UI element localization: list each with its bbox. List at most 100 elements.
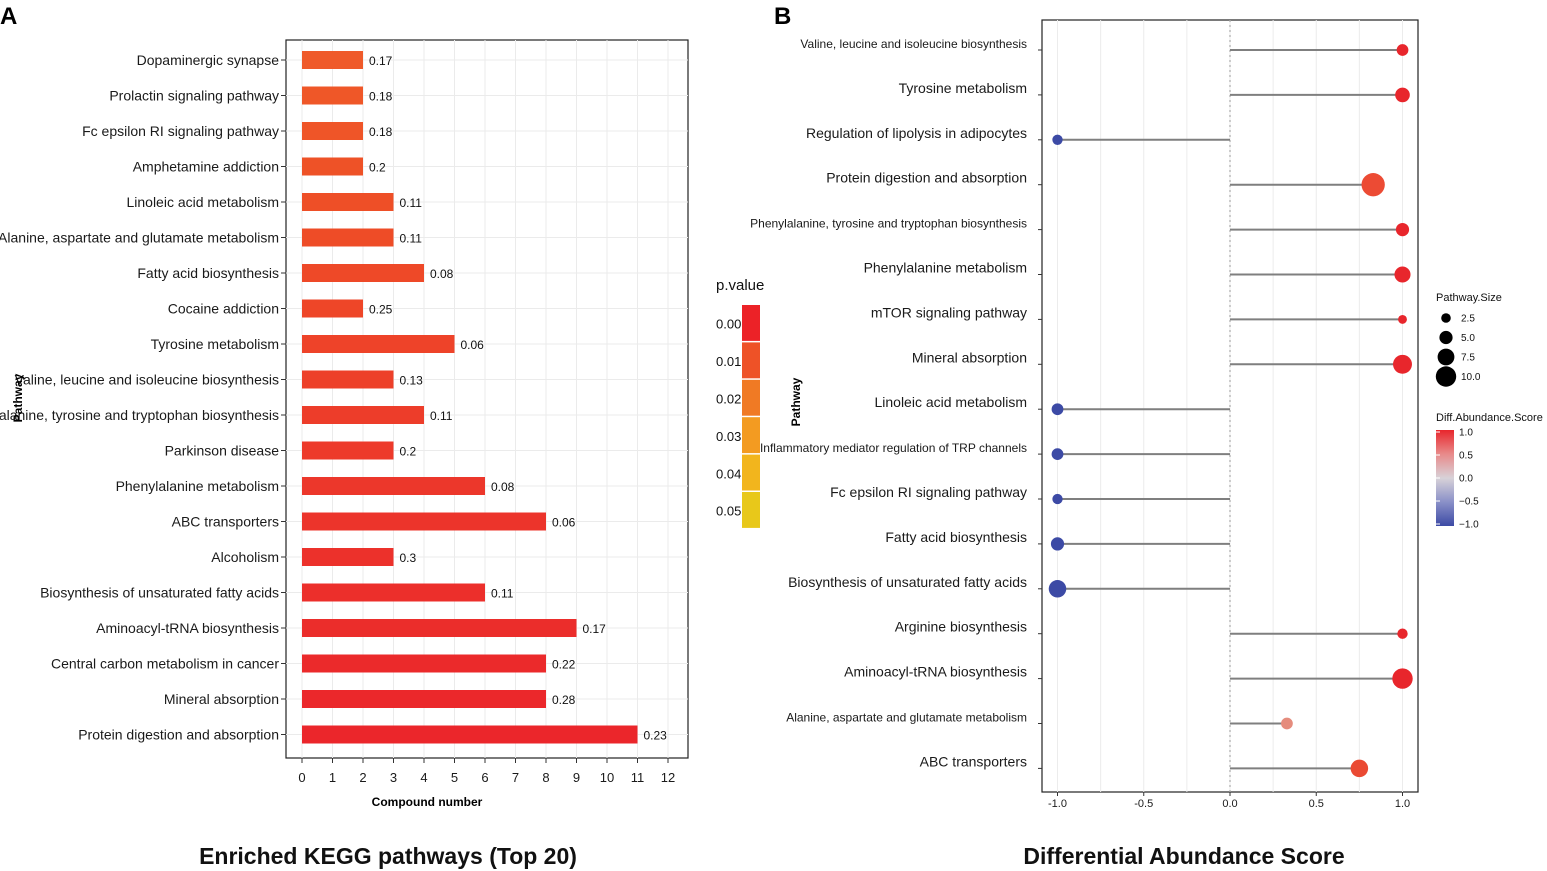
color-legend-label: −1.0 — [1459, 520, 1479, 531]
x-tick-label: -1.0 — [1048, 798, 1067, 810]
lollipop-point — [1051, 403, 1064, 416]
pvalue-legend: p.value 0.00 0.01 0.02 0.03 0.04 0.05 — [716, 277, 764, 528]
plot-a-grid — [286, 40, 688, 758]
bar — [302, 370, 394, 389]
pvalue-legend-label: 0.02 — [716, 392, 741, 407]
category-label: Phenylalanine, tyrosine and tryptophan b… — [0, 407, 279, 423]
kegg-bar-chart: 0.170.180.180.20.110.110.080.250.060.130… — [0, 39, 764, 869]
size-legend-label: 7.5 — [1461, 353, 1475, 364]
bar-value-label: 0.18 — [369, 125, 393, 139]
x-tick-label: 0.0 — [1222, 798, 1237, 810]
category-label: Linoleic acid metabolism — [126, 194, 279, 210]
category-label: Biosynthesis of unsaturated fatty acids — [788, 574, 1027, 590]
pvalue-legend-label: 0.04 — [716, 466, 741, 481]
bar — [302, 512, 546, 531]
bar-value-label: 0.06 — [552, 516, 576, 530]
x-tick-label: 7 — [512, 770, 519, 785]
panel-b-letter: B — [774, 3, 791, 30]
pvalue-legend-label: 0.01 — [716, 354, 741, 369]
pvalue-legend-title: p.value — [716, 277, 764, 294]
bar-value-label: 0.28 — [552, 693, 576, 707]
category-label: Cocaine addiction — [168, 301, 279, 317]
category-label: Fc epsilon RI signaling pathway — [82, 123, 279, 139]
category-label: Fc epsilon RI signaling pathway — [830, 484, 1027, 500]
plot-b-caption: Differential Abundance Score — [1023, 843, 1344, 869]
bar — [302, 335, 455, 353]
pvalue-legend-label: 0.05 — [716, 504, 741, 519]
category-label: Fatty acid biosynthesis — [137, 265, 279, 281]
bar — [302, 619, 577, 637]
x-tick-label: 9 — [573, 770, 580, 785]
bar-value-label: 0.3 — [400, 551, 417, 565]
category-label: Aminoacyl-tRNA biosynthesis — [844, 664, 1027, 680]
lollipop-point — [1393, 354, 1412, 374]
pvalue-legend-label: 0.03 — [716, 429, 741, 444]
size-legend-dot — [1441, 313, 1451, 323]
category-label: Mineral absorption — [164, 691, 279, 707]
category-label: Alcoholism — [211, 549, 279, 565]
pvalue-legend-swatch — [742, 342, 760, 379]
lollipop-point — [1397, 628, 1408, 639]
bar-value-label: 0.11 — [400, 196, 423, 210]
plot-b-x-ticks: -1.0 -0.5 0.0 0.5 1.0 — [1048, 792, 1410, 810]
bar — [302, 725, 638, 744]
color-legend-label: 0.0 — [1459, 474, 1473, 485]
size-legend-label: 10.0 — [1461, 372, 1481, 383]
diff-abundance-legend: Diff.Abundance.Score 1.0 0.5 0.0 −0.5 −1.0 — [1436, 412, 1543, 531]
category-label: Amphetamine addiction — [133, 159, 279, 175]
bar — [302, 122, 363, 140]
x-tick-label: 11 — [631, 770, 645, 785]
bar-value-label: 0.2 — [400, 445, 417, 459]
lollipop-point — [1350, 759, 1369, 778]
category-label: Alanine, aspartate and glutamate metabol… — [0, 230, 279, 246]
color-legend-label: −0.5 — [1459, 497, 1479, 508]
category-label: Dopaminergic synapse — [137, 52, 280, 68]
plot-a-frame — [285, 39, 689, 759]
size-legend-dot — [1437, 348, 1455, 366]
bar-value-label: 0.2 — [369, 161, 386, 175]
bar-value-label: 0.11 — [430, 409, 453, 423]
color-legend-label: 1.0 — [1459, 428, 1473, 439]
plot-b-points — [1048, 44, 1413, 778]
plot-b-grid — [1057, 20, 1403, 792]
category-label: ABC transporters — [172, 514, 279, 530]
bar — [302, 441, 394, 460]
category-label: Central carbon metabolism in cancer — [51, 656, 279, 672]
plot-a-caption: Enriched KEGG pathways (Top 20) — [199, 843, 577, 869]
category-label: Aminoacyl-tRNA biosynthesis — [96, 620, 279, 636]
pathway-size-legend-title: Pathway.Size — [1436, 292, 1502, 304]
bar-value-label: 0.22 — [552, 658, 576, 672]
x-tick-label: 8 — [542, 770, 549, 785]
diff-abundance-legend-title: Diff.Abundance.Score — [1436, 412, 1543, 424]
category-label: Phenylalanine metabolism — [864, 260, 1027, 276]
x-tick-label: 5 — [451, 770, 458, 785]
x-tick-label: 0 — [298, 770, 305, 785]
plot-b-stems — [1057, 49, 1403, 770]
bar-value-label: 0.18 — [369, 90, 393, 104]
category-label: Valine, leucine and isoleucine biosynthe… — [15, 372, 279, 388]
category-label: Linoleic acid metabolism — [874, 394, 1027, 410]
bar — [302, 654, 546, 673]
category-label: Tyrosine metabolism — [151, 336, 279, 352]
lollipop-point — [1050, 537, 1065, 551]
bar-value-label: 0.17 — [583, 622, 607, 636]
category-label: Mineral absorption — [912, 349, 1027, 365]
bar — [302, 299, 363, 318]
pvalue-legend-swatch — [742, 417, 760, 454]
bar-value-label: 0.11 — [491, 587, 514, 601]
lollipop-point — [1048, 580, 1067, 598]
lollipop-point — [1398, 314, 1407, 324]
bar-value-label: 0.13 — [400, 374, 424, 388]
lollipop-point — [1394, 266, 1411, 283]
x-tick-label: 0.5 — [1309, 798, 1324, 810]
lollipop-point — [1051, 448, 1064, 460]
differential-abundance-chart: Valine, leucine and isoleucine biosynthe… — [750, 19, 1543, 869]
bar-value-label: 0.25 — [369, 303, 393, 317]
category-label: Phenylalanine metabolism — [116, 478, 279, 494]
x-tick-label: 1.0 — [1395, 798, 1410, 810]
bar — [302, 477, 485, 495]
x-tick-label: 4 — [420, 770, 427, 785]
lollipop-point — [1396, 44, 1409, 56]
category-label: Phenylalanine, tyrosine and tryptophan b… — [750, 217, 1027, 231]
